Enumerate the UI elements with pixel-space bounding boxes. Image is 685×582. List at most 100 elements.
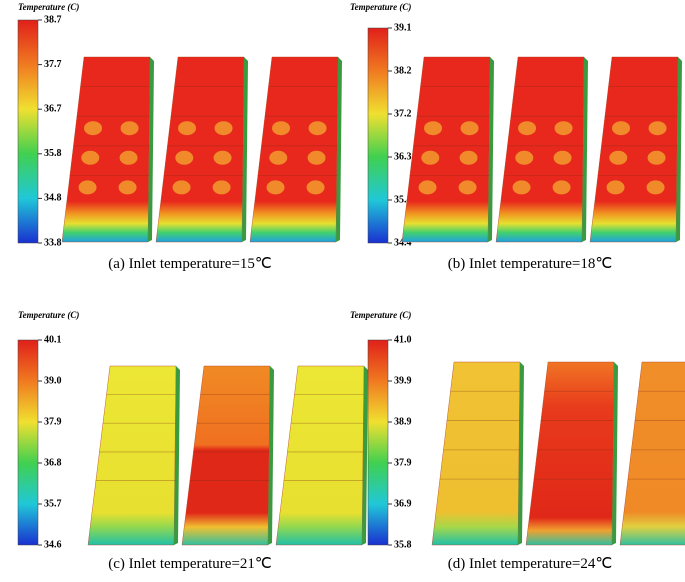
colorbar-title: Temperature (C) [18,2,79,12]
hot-spot [175,150,194,165]
colorbar-tick-label: 34.4 [394,237,412,248]
hot-spot [81,150,100,165]
hot-spot [460,121,479,136]
panel: Temperature (C) 38.7 37.7 36.7 35.8 34.8 33.8 (… [17,2,342,272]
colorbar-tick-label: 37.2 [394,108,412,119]
hot-spot [518,121,537,136]
hot-spot [212,180,231,195]
hot-spot [421,150,440,165]
panel: Temperature (C) 39.1 38.2 37.2 36.3 35.4 34.4 (… [350,2,682,272]
battery-module [401,56,491,243]
hot-spot [512,180,531,195]
battery-module [181,365,271,546]
colorbar-tick-label: 36.7 [44,103,62,114]
hot-spot [306,180,325,195]
hot-spot [418,180,437,195]
battery-side [268,366,274,545]
hot-spot [269,150,288,165]
hot-spot [84,121,103,136]
battery-side [518,362,524,545]
hot-spot [554,121,573,136]
hot-spot [646,180,665,195]
hot-spot [120,121,139,136]
battery-side [174,366,180,545]
hot-spot [553,150,572,165]
battery-side [488,57,494,242]
hot-spot [648,121,667,136]
hot-spot [118,180,137,195]
hot-spot [424,121,443,136]
colorbar-tick-label: 39.0 [44,375,62,386]
panel: Temperature (C) 40.1 39.0 37.9 36.8 35.7 34.6 (… [17,310,368,572]
colorbar-tick-label: 37.7 [44,59,62,70]
battery-side [362,366,368,545]
battery-module [495,56,585,243]
battery-module [619,361,685,546]
colorbar-tick-label: 40.1 [44,334,62,345]
battery-module [61,56,151,243]
hot-spot [214,121,233,136]
colorbar-tick-label: 35.8 [394,539,412,550]
colorbar-tick-label: 36.3 [394,151,412,162]
colorbar-tick-label: 37.9 [394,457,412,468]
hot-spot [609,150,628,165]
colorbar-tick-label: 35.8 [44,148,62,159]
caption: (d) Inlet temperature=24℃ [448,556,612,572]
colorbar-tick-label: 39.9 [394,375,412,386]
colorbar-tick-label: 41.0 [394,334,412,345]
caption: (c) Inlet temperature=21℃ [108,556,272,572]
colorbar-title: Temperature (C) [18,310,79,320]
hot-spot [647,150,666,165]
hot-spot [178,121,197,136]
hot-spot [119,150,138,165]
colorbar [367,27,389,244]
colorbar [17,19,39,244]
caption: (a) Inlet temperature=15℃ [108,256,272,272]
hot-spot [612,121,631,136]
hot-spot [308,121,327,136]
hot-spot [552,180,571,195]
hot-spot [606,180,625,195]
colorbar-title: Temperature (C) [350,2,411,12]
colorbar-title: Temperature (C) [350,310,411,320]
battery-side [582,57,588,242]
caption: (b) Inlet temperature=18℃ [448,256,612,272]
colorbar-tick-label: 38.9 [394,416,412,427]
battery-side [336,57,342,242]
colorbar-tick-label: 36.9 [394,498,412,509]
colorbar-tick-label: 38.7 [44,14,62,25]
colorbar [17,339,39,546]
hot-spot [78,180,97,195]
battery-module [155,56,245,243]
battery-side [242,57,248,242]
battery-module [431,361,521,546]
battery-side [148,57,154,242]
battery-side [676,57,682,242]
battery-module [589,56,679,243]
hot-spot [307,150,326,165]
battery-module [249,56,339,243]
hot-spot [272,121,291,136]
colorbar-tick-label: 33.8 [44,237,62,248]
battery-module [275,365,365,546]
colorbar-tick-label: 35.4 [394,194,412,205]
hot-spot [172,180,191,195]
panel: Temperature (C) 41.0 39.9 38.9 37.9 36.9 35.8 (… [350,310,685,572]
hot-spot [266,180,285,195]
colorbar-tick-label: 36.8 [44,457,62,468]
colorbar [367,339,389,546]
battery-side [612,362,618,545]
battery-module [525,361,615,546]
colorbar-tick-label: 34.8 [44,193,62,204]
hot-spot [213,150,232,165]
colorbar-tick-label: 35.7 [44,498,62,509]
hot-spot [459,150,478,165]
colorbar-tick-label: 38.2 [394,65,412,76]
hot-spot [515,150,534,165]
colorbar-tick-label: 34.6 [44,539,62,550]
battery-module [87,365,177,546]
colorbar-tick-label: 39.1 [394,22,412,33]
colorbar-tick-label: 37.9 [44,416,62,427]
hot-spot [458,180,477,195]
